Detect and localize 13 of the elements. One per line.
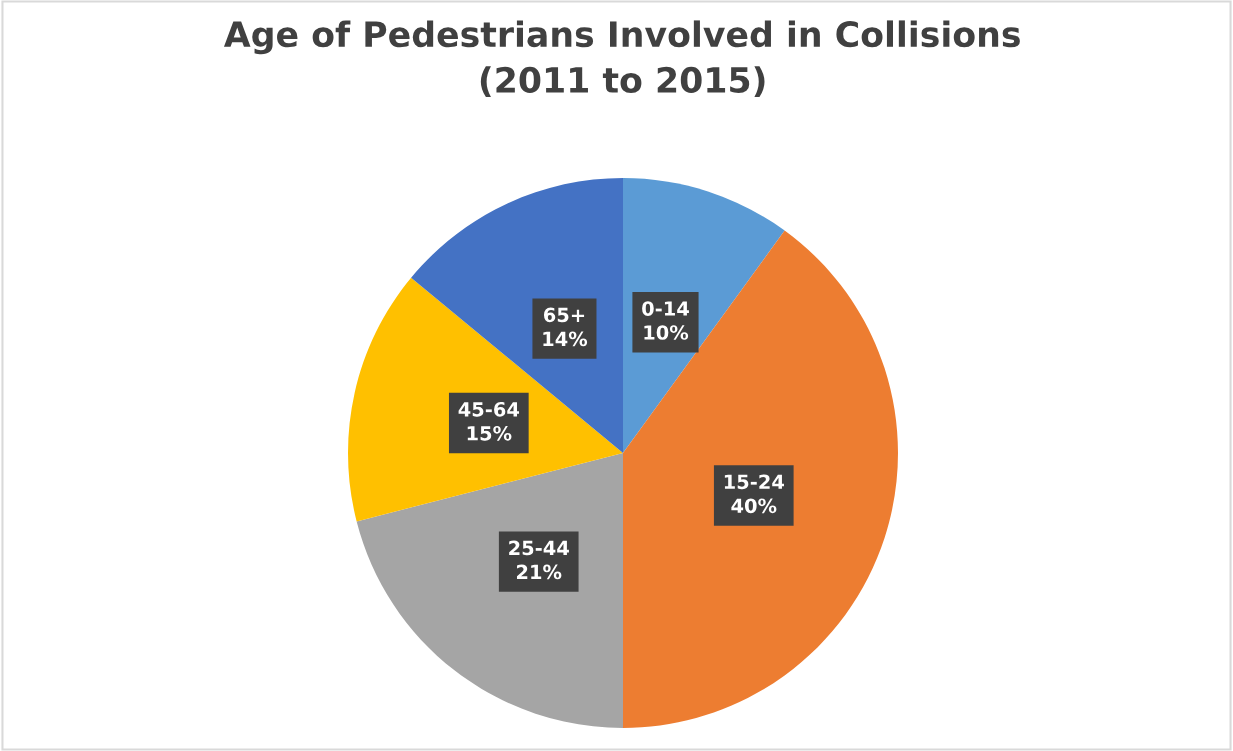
- chart-title: Age of Pedestrians Involved in Collisions (2011 to 2015): [223, 20, 1020, 98]
- slice-label: 15-24: [724, 474, 784, 490]
- slice-label: 45-64: [458, 401, 520, 417]
- data-label: 40%: [731, 498, 777, 514]
- data-label: 10%: [644, 325, 689, 340]
- slice-label: 25-44: [509, 540, 569, 556]
- pie-slice: [623, 230, 898, 728]
- data-label: 14%: [543, 331, 588, 347]
- data-label: 21%: [516, 564, 562, 580]
- slice-label: 0-14: [642, 301, 689, 316]
- slice-label: 65+: [543, 307, 585, 323]
- data-label: 15%: [467, 425, 512, 441]
- pie-slice: [356, 453, 623, 728]
